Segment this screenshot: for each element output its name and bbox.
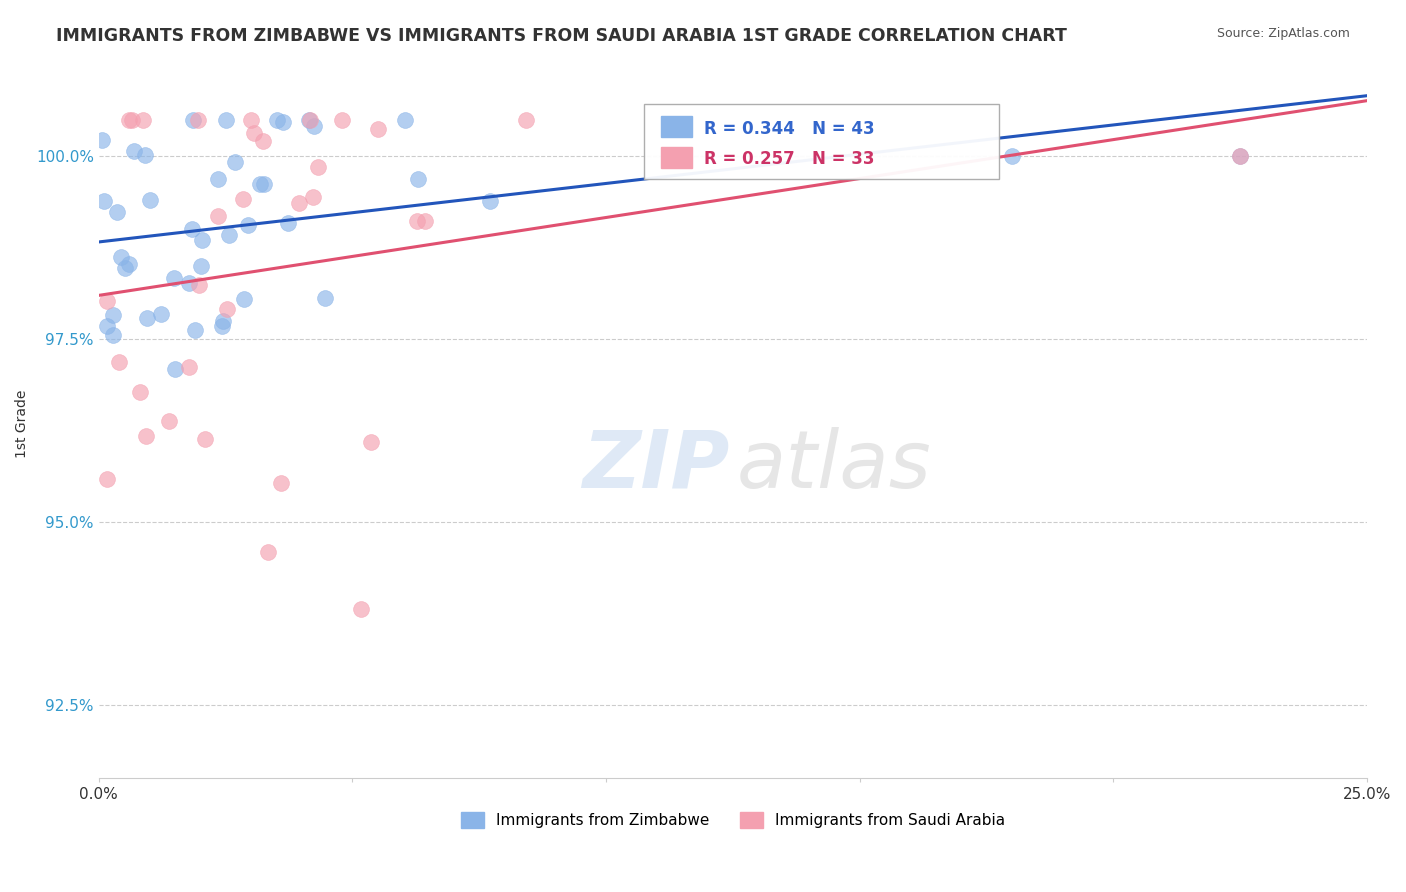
Point	[121, 112, 143, 127]
Point	[101, 327, 124, 342]
Point	[132, 112, 155, 127]
Point	[1229, 149, 1251, 163]
Point	[181, 222, 204, 236]
Point	[406, 171, 429, 186]
Point	[93, 194, 115, 209]
Point	[1229, 149, 1251, 163]
Point	[181, 112, 204, 127]
Point	[288, 196, 311, 211]
Point	[96, 472, 118, 486]
Point	[307, 161, 329, 175]
Point	[135, 429, 157, 443]
Point	[1001, 149, 1024, 163]
Point	[266, 112, 288, 127]
Point	[177, 277, 200, 291]
Point	[515, 112, 537, 127]
Point	[135, 310, 157, 325]
Point	[298, 112, 321, 127]
Point	[394, 112, 416, 127]
Point	[114, 260, 136, 275]
Point	[218, 227, 240, 242]
Point	[110, 251, 132, 265]
Point	[367, 121, 389, 136]
Point	[479, 194, 502, 208]
Point	[179, 360, 201, 375]
Point	[277, 216, 299, 230]
Point	[194, 432, 217, 446]
Point	[165, 362, 187, 376]
Point	[224, 154, 246, 169]
Text: atlas: atlas	[737, 427, 931, 505]
Bar	[661, 146, 692, 168]
Point	[232, 292, 254, 306]
Point	[257, 545, 280, 559]
FancyBboxPatch shape	[644, 104, 1000, 178]
Point	[157, 414, 180, 428]
Point	[96, 293, 118, 308]
Point	[187, 112, 209, 127]
Point	[360, 435, 382, 450]
Text: Source: ZipAtlas.com: Source: ZipAtlas.com	[1216, 27, 1350, 40]
Text: R = 0.344   N = 43: R = 0.344 N = 43	[703, 120, 875, 138]
Point	[105, 204, 128, 219]
Point	[191, 233, 214, 247]
Text: R = 0.257   N = 33: R = 0.257 N = 33	[703, 150, 875, 168]
Point	[129, 384, 152, 399]
Point	[299, 112, 322, 127]
Point	[139, 194, 162, 208]
Point	[118, 112, 141, 127]
Point	[302, 190, 325, 204]
Point	[350, 601, 373, 615]
Point	[212, 313, 235, 327]
Point	[103, 308, 125, 322]
Point	[242, 127, 264, 141]
Point	[122, 144, 145, 158]
Point	[96, 318, 118, 333]
Point	[211, 319, 233, 334]
Point	[252, 134, 274, 148]
Point	[330, 112, 353, 127]
Bar	[661, 116, 692, 137]
Point	[314, 291, 336, 305]
Point	[249, 177, 271, 191]
Point	[236, 218, 259, 232]
Text: IMMIGRANTS FROM ZIMBABWE VS IMMIGRANTS FROM SAUDI ARABIA 1ST GRADE CORRELATION C: IMMIGRANTS FROM ZIMBABWE VS IMMIGRANTS F…	[56, 27, 1067, 45]
Point	[252, 177, 274, 191]
Point	[207, 209, 229, 223]
Point	[232, 193, 254, 207]
Text: ZIP: ZIP	[582, 427, 728, 505]
Point	[271, 115, 294, 129]
Point	[413, 214, 436, 228]
Point	[215, 112, 238, 127]
Point	[302, 119, 325, 133]
Point	[108, 355, 131, 369]
Point	[162, 270, 184, 285]
Point	[134, 148, 156, 162]
Point	[149, 307, 172, 321]
Point	[270, 476, 292, 491]
Point	[405, 214, 427, 228]
Point	[118, 257, 141, 271]
Legend: Immigrants from Zimbabwe, Immigrants from Saudi Arabia: Immigrants from Zimbabwe, Immigrants fro…	[454, 806, 1011, 834]
Point	[90, 133, 112, 147]
Point	[217, 302, 239, 317]
Y-axis label: 1st Grade: 1st Grade	[15, 389, 30, 458]
Point	[184, 323, 207, 337]
Point	[190, 259, 212, 273]
Point	[188, 277, 211, 292]
Point	[239, 112, 262, 127]
Point	[207, 172, 229, 186]
